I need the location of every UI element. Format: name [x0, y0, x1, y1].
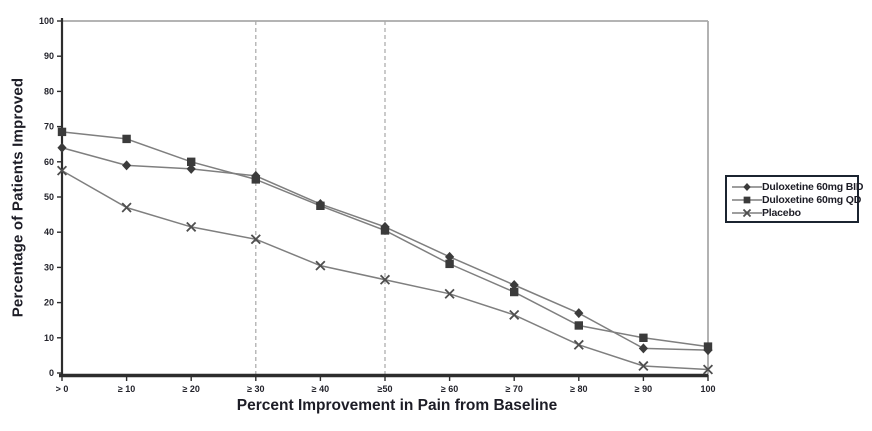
x-tick-label: ≥50 — [378, 384, 393, 394]
square-marker-icon — [380, 226, 390, 235]
y-tick-label: 50 — [44, 192, 54, 202]
y-tick-label: 60 — [44, 157, 54, 167]
x-axis-title: Percent Improvement in Pain from Baselin… — [236, 397, 558, 414]
x-marker-icon — [573, 339, 584, 350]
x-marker-icon — [444, 288, 455, 299]
square-marker-icon — [316, 201, 325, 210]
x-tick-label: ≥ 30 — [247, 384, 264, 394]
y-tick-label: 70 — [44, 122, 54, 132]
y-tick-label: 10 — [44, 333, 54, 343]
x-tick-label: ≥ 10 — [118, 384, 135, 394]
x-marker-icon — [121, 202, 132, 213]
x-tick-label: 100 — [700, 384, 715, 394]
legend-label: Placebo — [762, 206, 801, 219]
square-marker-icon — [187, 157, 196, 166]
x-marker-icon — [315, 260, 326, 271]
square-marker-icon — [703, 342, 713, 351]
diamond-marker-icon — [186, 163, 196, 174]
x-tick-label: ≥ 80 — [570, 384, 587, 394]
legend-item-2: Placebo — [732, 206, 854, 219]
diamond-marker-icon — [574, 308, 584, 319]
diamond-marker-icon — [638, 343, 648, 354]
x-tick-label: ≥ 60 — [441, 384, 458, 394]
legend-glyph-diamond — [732, 182, 762, 191]
legend-glyph-square — [732, 196, 762, 203]
diamond-marker-icon — [445, 251, 455, 262]
x-tick-label: ≥ 70 — [505, 384, 522, 394]
y-tick-label: 40 — [44, 227, 54, 237]
square-marker-icon — [445, 259, 454, 269]
x-tick-label: ≥ 40 — [312, 384, 329, 394]
square-marker-icon — [251, 175, 260, 184]
y-tick-label: 80 — [44, 86, 54, 96]
square-marker-icon — [122, 134, 131, 144]
x-marker-icon — [742, 208, 752, 217]
diamond-marker-icon — [122, 160, 132, 171]
square-marker-icon — [57, 127, 67, 137]
diamond-marker-icon — [57, 142, 67, 153]
legend-item-0: Duloxetine 60mg BID — [732, 180, 863, 193]
legend-item-1: Duloxetine 60mg QD — [732, 193, 861, 206]
square-marker-icon — [743, 196, 751, 203]
legend-glyph-x — [732, 208, 762, 217]
x-marker-icon — [250, 234, 261, 245]
square-marker-icon — [639, 333, 648, 342]
legend-label: Duloxetine 60mg BID — [762, 180, 864, 193]
x-marker-icon — [56, 165, 68, 176]
x-marker-icon — [509, 309, 520, 320]
y-tick-label: 90 — [44, 51, 54, 61]
x-marker-icon — [186, 221, 197, 232]
square-marker-icon — [574, 321, 583, 330]
y-tick-label: 0 — [49, 368, 54, 378]
square-marker-icon — [510, 287, 519, 297]
x-tick-label: ≥ 90 — [635, 384, 652, 394]
x-tick-label: > 0 — [56, 384, 69, 394]
x-marker-icon — [702, 364, 714, 375]
y-tick-label: 30 — [44, 262, 54, 272]
x-tick-label: ≥ 20 — [182, 384, 199, 394]
legend: Duloxetine 60mg BID Duloxetine 60mg QD Pla… — [725, 175, 863, 223]
y-tick-label: 100 — [39, 16, 54, 26]
x-marker-icon — [379, 274, 391, 285]
diamond-marker-icon — [743, 182, 751, 191]
legend-label: Duloxetine 60mg QD — [762, 193, 862, 206]
x-marker-icon — [638, 360, 649, 371]
y-tick-label: 20 — [44, 298, 54, 308]
diamond-marker-icon — [509, 280, 519, 290]
